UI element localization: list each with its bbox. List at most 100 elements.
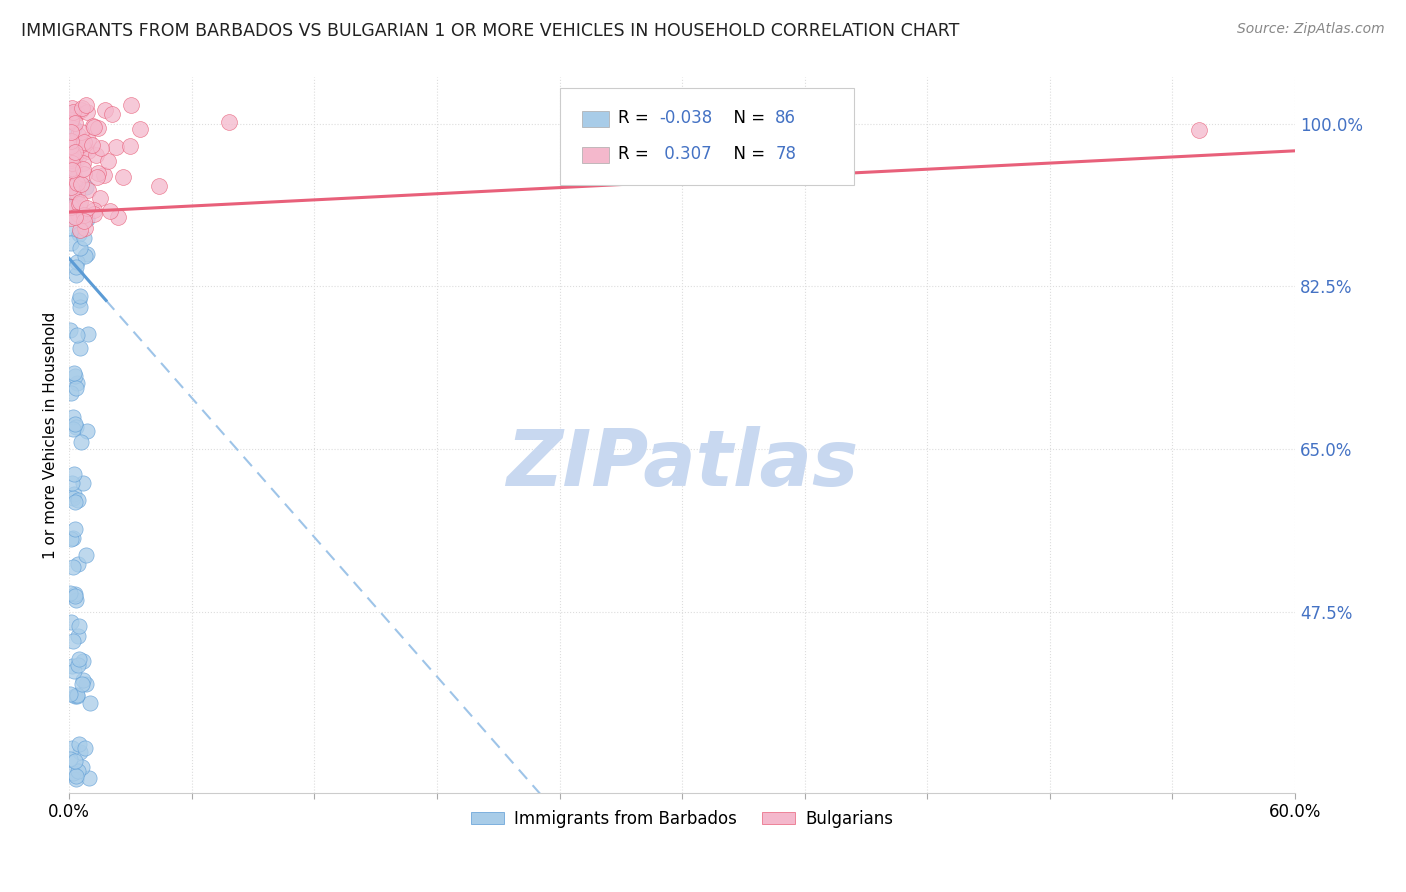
- Point: [59, 323, 82, 337]
- Point: [76, 424, 98, 438]
- Point: [63, 171, 86, 186]
- Point: [65, 381, 87, 395]
- Point: [60, 475, 83, 490]
- Point: [59, 687, 82, 701]
- Point: [69, 341, 91, 355]
- Point: [70, 125, 93, 139]
- FancyBboxPatch shape: [582, 112, 609, 127]
- Point: [70, 101, 93, 115]
- Point: [69, 301, 91, 315]
- Point: [63, 209, 86, 223]
- Point: [73, 220, 96, 235]
- Point: [65, 368, 87, 383]
- Point: [65, 145, 87, 159]
- Point: [63, 200, 86, 214]
- Point: [59, 236, 82, 251]
- Point: [59, 615, 82, 630]
- Point: [72, 475, 94, 490]
- Point: [63, 145, 86, 159]
- Text: 86: 86: [775, 109, 796, 128]
- Point: [62, 147, 84, 161]
- Point: [76, 677, 98, 691]
- Point: [66, 106, 89, 120]
- Point: [94, 103, 117, 118]
- Point: [80, 138, 103, 153]
- Point: [62, 105, 84, 120]
- Point: [66, 558, 89, 572]
- Point: [98, 204, 121, 219]
- Text: 0.307: 0.307: [659, 145, 711, 163]
- Point: [76, 247, 98, 261]
- Point: [63, 121, 86, 136]
- Point: [67, 151, 90, 165]
- Point: [59, 752, 82, 766]
- Point: [69, 208, 91, 222]
- Point: [59, 532, 82, 546]
- Point: [101, 107, 124, 121]
- Point: [79, 696, 101, 710]
- Point: [66, 207, 89, 221]
- Point: [59, 186, 82, 200]
- Y-axis label: 1 or more Vehicles in Household: 1 or more Vehicles in Household: [44, 311, 58, 558]
- Point: [82, 119, 104, 133]
- Point: [66, 255, 89, 269]
- Text: R =: R =: [619, 109, 654, 128]
- Point: [63, 145, 86, 160]
- Point: [148, 178, 170, 193]
- Point: [60, 135, 83, 149]
- Point: [72, 654, 94, 668]
- Point: [63, 116, 86, 130]
- Point: [65, 772, 87, 786]
- Point: [62, 409, 84, 424]
- Point: [62, 531, 84, 545]
- Point: [75, 548, 97, 562]
- Point: [60, 113, 83, 128]
- Point: [63, 495, 86, 509]
- Point: [65, 769, 87, 783]
- Point: [75, 180, 97, 194]
- Point: [65, 146, 87, 161]
- Text: Source: ZipAtlas.com: Source: ZipAtlas.com: [1237, 22, 1385, 37]
- Point: [86, 121, 108, 136]
- Point: [63, 754, 86, 768]
- Point: [65, 587, 87, 601]
- Point: [83, 120, 105, 135]
- Point: [73, 142, 96, 156]
- Point: [70, 434, 93, 449]
- Point: [63, 522, 86, 536]
- Point: [72, 135, 94, 149]
- Point: [63, 201, 86, 215]
- Point: [60, 151, 83, 165]
- Point: [62, 491, 84, 505]
- Point: [69, 223, 91, 237]
- Point: [69, 745, 91, 759]
- Point: [75, 249, 97, 263]
- Point: [75, 98, 97, 112]
- Point: [60, 125, 83, 139]
- Point: [63, 589, 86, 603]
- Point: [111, 169, 134, 184]
- Point: [120, 98, 142, 112]
- Point: [66, 177, 89, 191]
- Point: [76, 105, 98, 120]
- Point: [77, 326, 100, 341]
- Point: [62, 487, 84, 501]
- Point: [66, 328, 89, 343]
- Point: [67, 128, 90, 143]
- Point: [60, 385, 83, 400]
- Point: [89, 191, 111, 205]
- Point: [76, 211, 98, 226]
- Point: [66, 688, 89, 702]
- Point: [67, 629, 90, 643]
- Point: [69, 194, 91, 209]
- Point: [62, 766, 84, 780]
- Point: [67, 196, 90, 211]
- Point: [87, 165, 110, 179]
- Text: ZIPatlas: ZIPatlas: [506, 425, 858, 501]
- Point: [77, 144, 100, 158]
- Point: [66, 690, 89, 704]
- Point: [62, 467, 84, 481]
- Point: [72, 161, 94, 176]
- Point: [60, 162, 83, 177]
- Point: [76, 201, 98, 215]
